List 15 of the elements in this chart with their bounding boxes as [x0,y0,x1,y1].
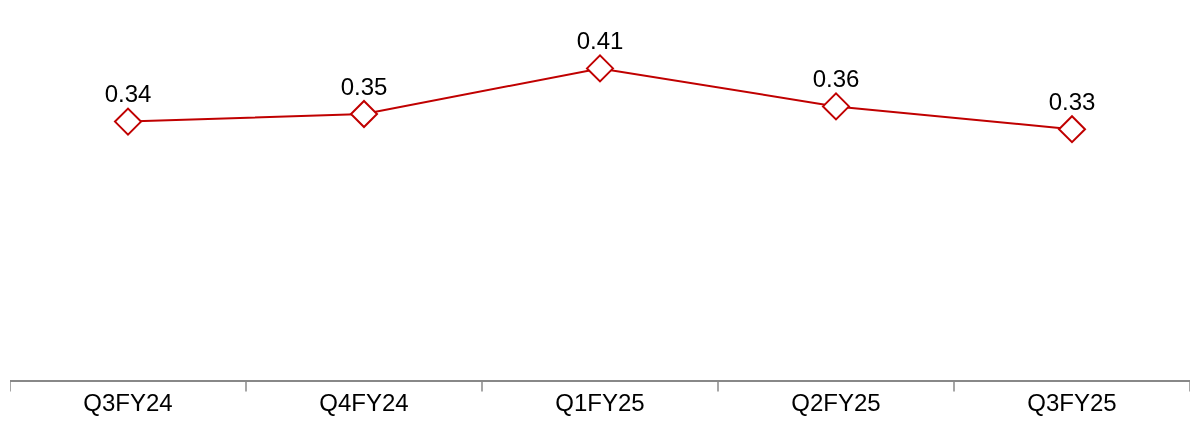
x-tick-label: Q3FY24 [83,388,173,416]
point [1058,115,1086,144]
point [586,54,614,83]
x-tick-label: Q3FY25 [1027,388,1117,416]
point [114,107,142,136]
x-tick-label: Q2FY25 [791,388,881,416]
data-label: 0.41 [576,26,624,54]
data-label: 0.33 [1048,87,1096,115]
data-label: 0.34 [104,80,152,108]
x-tick-label: Q4FY24 [319,388,409,416]
data-label: 0.36 [812,64,860,92]
point [822,92,850,121]
x-tick-label: Q1FY25 [555,388,645,416]
point [350,100,378,128]
data-label: 0.35 [340,72,388,100]
